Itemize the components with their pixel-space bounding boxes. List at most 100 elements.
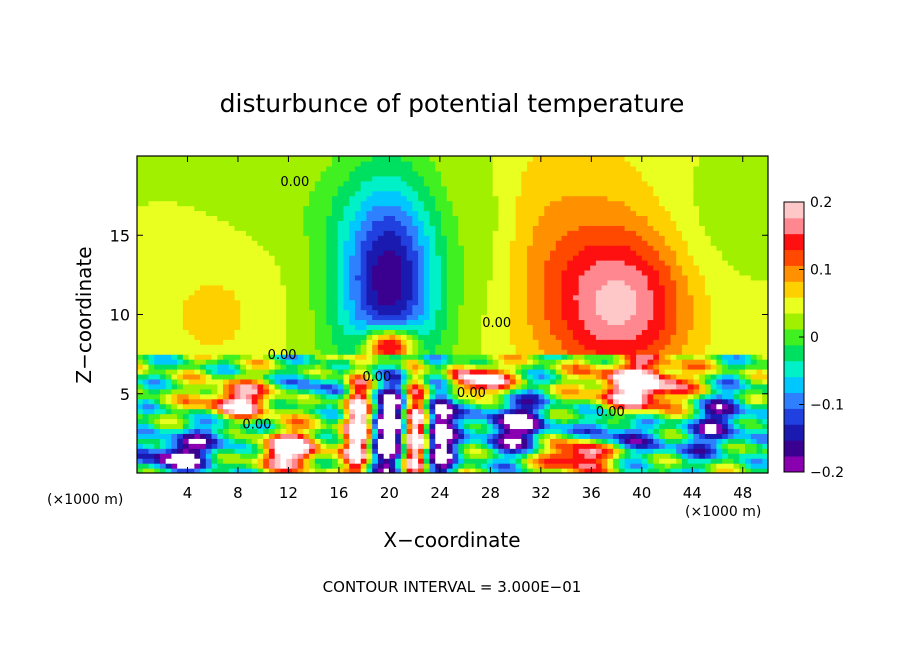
field-cell: [607, 359, 614, 365]
field-cell: [354, 373, 362, 380]
field-cell: [297, 378, 304, 385]
field-cell: [205, 433, 213, 439]
field-cell: [182, 428, 190, 434]
field-cell: [681, 428, 689, 434]
field-cell: [349, 359, 356, 365]
field-cell: [286, 334, 293, 340]
field-cell: [245, 373, 253, 380]
field-cell: [647, 289, 654, 296]
field-cell: [716, 304, 723, 311]
field-cell: [223, 299, 230, 306]
field-cell: [555, 408, 563, 415]
field-cell: [527, 458, 534, 464]
field-cell: [280, 354, 287, 360]
field-cell: [354, 433, 362, 439]
field-cell: [343, 309, 350, 316]
field-cell: [555, 279, 563, 286]
field-cell: [492, 269, 499, 276]
field-cell: [320, 359, 327, 365]
field-cell: [194, 359, 201, 365]
field-cell: [653, 349, 660, 355]
field-cell: [418, 398, 425, 405]
field-cell: [601, 329, 608, 335]
field-cell: [693, 304, 700, 311]
field-cell: [727, 463, 735, 469]
field-cell: [607, 264, 614, 271]
field-cell: [337, 359, 345, 365]
field-cell: [481, 378, 488, 385]
field-cell: [354, 453, 362, 459]
field-cell: [291, 364, 299, 370]
field-cell: [280, 428, 287, 434]
field-cell: [423, 378, 431, 385]
field-cell: [389, 319, 396, 325]
field-cell: [532, 468, 540, 473]
field-cell: [653, 279, 660, 286]
field-cell: [532, 344, 540, 350]
field-cell: [309, 359, 316, 365]
field-cell: [223, 448, 230, 454]
field-cell: [716, 349, 723, 355]
field-cell: [659, 378, 666, 385]
field-cell: [670, 284, 677, 291]
field-cell: [423, 373, 431, 380]
field-cell: [733, 443, 740, 449]
field-cell: [745, 398, 752, 405]
field-cell: [377, 443, 385, 449]
field-cell: [389, 349, 396, 355]
field-cell: [469, 373, 477, 380]
field-cell: [429, 378, 436, 385]
field-cell: [332, 250, 339, 256]
field-cell: [475, 319, 482, 325]
field-cell: [217, 329, 224, 335]
field-cell: [595, 284, 603, 291]
field-cell: [630, 438, 637, 444]
field-cell: [360, 264, 368, 271]
field-cell: [653, 359, 660, 365]
field-cell: [429, 408, 436, 415]
field-cell: [286, 408, 293, 415]
field-cell: [515, 458, 522, 464]
field-cell: [194, 264, 201, 271]
field-cell: [320, 279, 327, 286]
field-cell: [664, 378, 672, 385]
field-cell: [607, 344, 614, 350]
field-cell: [217, 428, 224, 434]
field-cell: [446, 260, 454, 266]
field-cell: [653, 433, 660, 439]
field-cell: [716, 433, 723, 439]
field-cell: [360, 383, 368, 390]
field-cell: [762, 368, 768, 375]
field-cell: [630, 334, 637, 340]
field-cell: [309, 413, 316, 420]
field-cell: [171, 378, 178, 385]
field-cell: [366, 433, 373, 439]
field-cell: [245, 245, 253, 251]
field-cell: [395, 349, 402, 355]
field-cell: [636, 443, 643, 449]
field-cell: [314, 319, 322, 325]
field-cell: [659, 250, 666, 256]
field-cell: [418, 388, 425, 395]
field-cell: [171, 368, 178, 375]
field-cell: [469, 408, 477, 415]
field-cell: [429, 349, 436, 355]
field-cell: [584, 463, 591, 469]
field-cell: [745, 299, 752, 306]
field-cell: [641, 289, 649, 296]
field-cell: [343, 388, 350, 395]
field-cell: [412, 408, 419, 415]
field-cell: [733, 294, 740, 301]
field-cell: [182, 418, 190, 425]
field-cell: [521, 438, 528, 444]
field-cell: [177, 398, 184, 405]
field-cell: [154, 408, 161, 415]
field-cell: [372, 408, 379, 415]
field-cell: [578, 458, 586, 464]
field-cell: [366, 284, 373, 291]
field-cell: [188, 443, 195, 449]
field-cell: [567, 304, 574, 311]
field-cell: [280, 368, 287, 375]
field-cell: [733, 398, 740, 405]
field-cell: [234, 453, 241, 459]
